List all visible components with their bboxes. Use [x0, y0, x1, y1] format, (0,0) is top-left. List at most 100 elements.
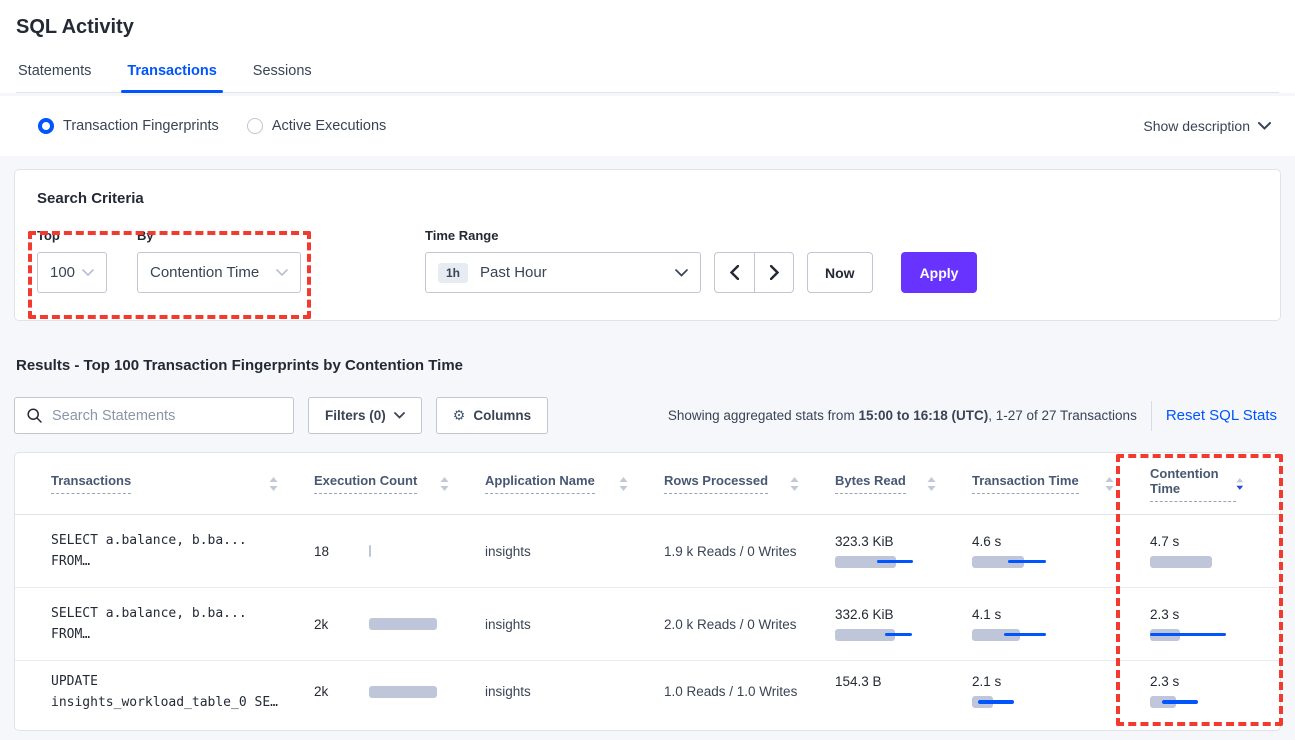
column-header-rows-processed[interactable]: Rows Processed [650, 473, 821, 494]
bar-stddev-line [877, 559, 913, 563]
rows-processed-cell: 1.9 k Reads / 0 Writes [664, 543, 797, 559]
contention-time: 2.3 s [1136, 674, 1266, 709]
transactions-table: Transactions Execution Count Application N… [14, 452, 1281, 731]
execution-count-bar [369, 544, 451, 558]
bar-value [972, 628, 1020, 641]
transaction-fingerprint-cell[interactable]: UPDATE insights_workload_table_0 SE… [51, 671, 300, 713]
bar-value [369, 618, 437, 630]
transaction-time: 4.6 s [958, 534, 1136, 569]
transaction-statement-line1: SELECT a.balance, b.ba... [51, 533, 247, 548]
by-select[interactable]: Contention Time [137, 252, 301, 293]
sort-arrows-icon [269, 476, 278, 491]
transaction-statement-line1: UPDATE [51, 673, 98, 689]
column-header-contention-time[interactable]: Contention Time [1136, 466, 1266, 502]
table-row[interactable]: SELECT a.balance, b.ba... FROM… 18 insights… [15, 515, 1280, 588]
tab-transactions[interactable]: Transactions [121, 63, 224, 93]
bar-stddev-line [1150, 632, 1226, 636]
chevron-left-icon [730, 265, 739, 280]
search-criteria-card: Search Criteria Top 100 By Contention Ti… [14, 169, 1281, 321]
chevron-down-icon [675, 268, 688, 277]
transaction-statement-line2: insights_workload_table_0 SE… [51, 694, 278, 710]
application-name-cell: insights [485, 616, 531, 632]
bytes-read-bar [835, 628, 917, 642]
top-select[interactable]: 100 [37, 252, 107, 293]
results-heading: Results - Top 100 Transaction Fingerprin… [16, 357, 464, 374]
transaction-time: 4.1 s [958, 607, 1136, 642]
next-time-button[interactable] [754, 253, 793, 292]
previous-time-button[interactable] [715, 253, 754, 292]
apply-button[interactable]: Apply [900, 252, 978, 293]
sort-arrows-icon [440, 476, 449, 491]
radio-transaction-fingerprints[interactable]: Transaction Fingerprints [38, 118, 219, 134]
tab-sessions[interactable]: Sessions [252, 63, 312, 79]
contention-time-bar [1150, 628, 1232, 642]
columns-label: Columns [473, 408, 532, 423]
chevron-down-icon [1258, 122, 1271, 130]
radio-active-executions[interactable]: Active Executions [246, 118, 386, 134]
contention-time-value: 2.3 s [1150, 674, 1180, 689]
bar-value [835, 628, 895, 641]
execution-count-value: 2k [314, 684, 329, 699]
transaction-time-value: 2.1 s [972, 674, 1002, 689]
now-button[interactable]: Now [807, 252, 873, 293]
search-statements-box[interactable] [14, 397, 294, 434]
execution-count-value: 18 [314, 543, 330, 559]
time-range-field: Time Range 1h Past Hour [425, 228, 701, 293]
execution-count-cell: 2k [300, 684, 471, 699]
transaction-fingerprint-cell[interactable]: SELECT a.balance, b.ba... FROM… [51, 530, 300, 572]
sort-arrows-icon [1236, 477, 1244, 490]
chevron-down-icon [276, 269, 288, 276]
contention-time: 4.7 s [1136, 534, 1266, 569]
bytes-read-value: 332.6 KiB [835, 606, 894, 622]
view-toggle-strip: Transaction Fingerprints Active Executio… [0, 96, 1295, 156]
page-title: SQL Activity [16, 16, 134, 38]
top-select-value: 100 [50, 264, 76, 281]
table-body: SELECT a.balance, b.ba... FROM… 18 insights… [15, 515, 1280, 722]
execution-count-value: 2k [314, 616, 329, 632]
app-header: SQL Activity Statements Transactions Ses… [0, 0, 1295, 93]
column-header-label: Transactions [51, 473, 132, 494]
search-statements-input[interactable] [52, 407, 272, 424]
bytes-read-bar [835, 695, 917, 709]
column-header-label: Application Name [485, 473, 595, 494]
show-description-toggle[interactable]: Show description [1143, 118, 1271, 134]
transaction-time: 2.1 s [958, 674, 1136, 709]
bytes-read: 332.6 KiB [821, 607, 958, 642]
bar-value [972, 555, 1024, 568]
column-header-application-name[interactable]: Application Name [471, 473, 650, 494]
columns-button[interactable]: ⚙ Columns [435, 397, 549, 434]
transaction-time-bar [972, 628, 1054, 642]
column-header-transactions[interactable]: Transactions [51, 473, 300, 494]
column-header-bytes-read[interactable]: Bytes Read [821, 473, 958, 494]
contention-time: 2.3 s [1136, 607, 1266, 642]
tab-statements[interactable]: Statements [18, 63, 92, 79]
table-row[interactable]: SELECT a.balance, b.ba... FROM… 2k insights… [15, 588, 1280, 661]
transaction-fingerprint-cell[interactable]: SELECT a.balance, b.ba... FROM… [51, 603, 300, 645]
table-row[interactable]: UPDATE insights_workload_table_0 SE… 2k ins… [15, 661, 1280, 722]
top-field: Top 100 [37, 228, 107, 293]
radio-label: Transaction Fingerprints [63, 118, 219, 134]
transaction-statement-line2: FROM… [51, 627, 91, 642]
bytes-read-value: 154.3 B [835, 674, 882, 689]
column-header-label: Contention Time [1150, 466, 1237, 502]
top-label: Top [37, 228, 60, 243]
bar-value [369, 685, 437, 698]
execution-count-cell: 2k [300, 617, 471, 632]
column-header-label: Transaction Time [972, 473, 1079, 494]
contention-time-value: 2.3 s [1150, 606, 1180, 622]
bytes-read-bar [835, 555, 917, 569]
contention-time-bar [1150, 695, 1232, 709]
filters-button[interactable]: Filters (0) [308, 397, 422, 434]
time-range-select[interactable]: 1h Past Hour [425, 252, 701, 293]
bar-stddev-line [1008, 559, 1046, 563]
sort-arrows-icon [619, 476, 628, 491]
transaction-time-value: 4.1 s [972, 606, 1002, 622]
bar-value [1150, 555, 1212, 568]
transaction-statement-line1: SELECT a.balance, b.ba... [51, 606, 247, 621]
aggregated-stats-text: Showing aggregated stats from 15:00 to 1… [667, 408, 1137, 423]
transaction-time-value: 4.6 s [972, 533, 1002, 549]
reset-sql-stats-link[interactable]: Reset SQL Stats [1165, 407, 1277, 424]
column-header-transaction-time[interactable]: Transaction Time [958, 473, 1136, 494]
bytes-read-value: 323.3 KiB [835, 533, 894, 549]
column-header-execution-count[interactable]: Execution Count [300, 473, 471, 494]
